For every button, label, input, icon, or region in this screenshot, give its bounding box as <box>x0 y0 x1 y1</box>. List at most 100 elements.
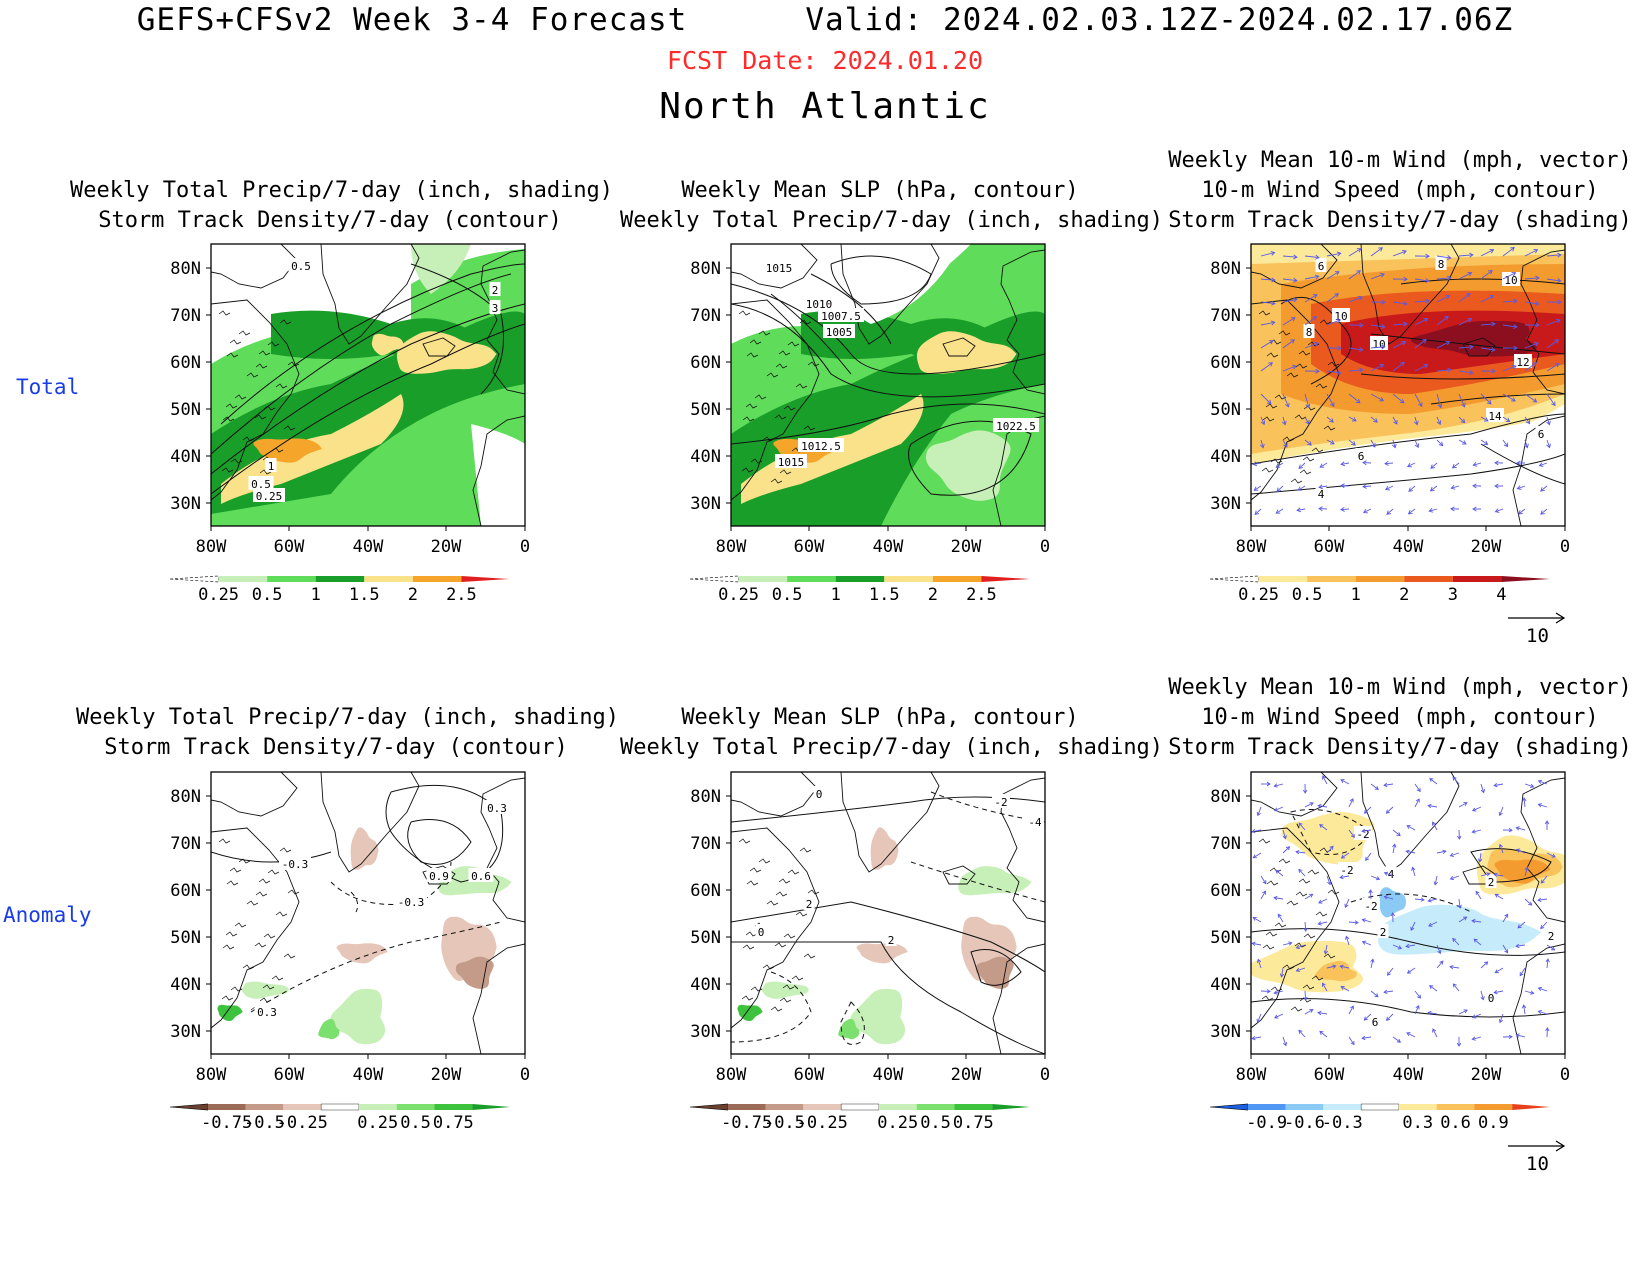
lon-tick-label: 0 <box>1560 537 1570 557</box>
colorbar-tick-label: 0.25 <box>1238 585 1279 605</box>
contour-label: 0.9 <box>429 870 449 883</box>
lon-tick-label: 80W <box>1236 1065 1267 1085</box>
colorbar-tick-label: 0.25 <box>198 585 239 605</box>
lat-tick-label: 30N <box>1210 1022 1241 1042</box>
contour-label: 1 <box>268 460 275 473</box>
colorbar-precip-anomaly-2: -0.75 -0.5 -0.25 0.25 0.5 0.75 <box>689 1098 1090 1138</box>
colorbar-tick-label: 2 <box>408 585 418 605</box>
lon-tick-label: 80W <box>1236 537 1267 557</box>
lat-tick-label: 40N <box>1210 447 1241 467</box>
lon-tick-label: 20W <box>1471 537 1502 557</box>
panel-title-slp-anomaly: Weekly Mean SLP (hPa, contour) Weekly Tot… <box>620 705 1164 760</box>
lat-tick-label: 30N <box>170 1022 201 1042</box>
colorbar-tick-label: -0.75 <box>201 1113 252 1133</box>
contour-label: 2 <box>1380 926 1387 939</box>
colorbar-tick-label: -0.3 <box>1322 1113 1363 1133</box>
contour-label: 0 <box>758 926 765 939</box>
contour-label: 8 <box>1306 326 1313 339</box>
colorbar-tick-label: 1 <box>831 585 841 605</box>
contour-label: 0.5 <box>251 478 271 491</box>
colorbar-tick-label: -0.5 <box>764 1113 805 1133</box>
contour-label: -2 <box>994 796 1007 809</box>
lon-tick-label: 20W <box>431 1065 462 1085</box>
lat-tick-label: 50N <box>690 928 721 948</box>
lon-tick-label: 60W <box>1314 1065 1345 1085</box>
row-label-total: Total <box>16 375 80 399</box>
forecast-date: FCST Date: 2024.01.20 <box>666 46 984 75</box>
colorbar-tick-label: 0.9 <box>1478 1113 1509 1133</box>
lon-tick-label: 20W <box>1471 1065 1502 1085</box>
contour-label: 0.6 <box>471 870 491 883</box>
lon-tick-label: 40W <box>1393 537 1424 557</box>
lon-tick-label: 20W <box>431 537 462 557</box>
contour-label: 1022.5 <box>996 420 1036 433</box>
colorbar-tick-label: 2.5 <box>446 585 477 605</box>
contour-label: 2 <box>1548 930 1555 943</box>
panel-title-precip-total: Weekly Total Precip/7-day (inch, shading… <box>70 178 614 233</box>
lat-tick-label: 50N <box>690 400 721 420</box>
lat-tick-label: 70N <box>1210 306 1241 326</box>
map-precip-storm-track-anomaly: 0.3 -0.3 0.9 0.6 -0.3 0.3 80N 70N 60N 50N 40N 30N 80… <box>170 771 530 1085</box>
map-wind-storm-track-total: 6 8 10 10 10 8 12 14 6 6 4 80N 70N 60N 50N 40N 30N 80W 60W… <box>1210 243 1570 557</box>
lat-tick-label: 40N <box>690 447 721 467</box>
contour-label: 2 <box>492 284 499 297</box>
colorbar-tick-label: 2.5 <box>966 585 997 605</box>
lon-tick-label: 60W <box>274 1065 305 1085</box>
contour-label: 2 <box>888 934 895 947</box>
colorbar-tick-label: 0.25 <box>877 1113 918 1133</box>
vector-reference-anomaly: 10 <box>1506 1138 1576 1175</box>
colorbar-tick-label: 0.5 <box>920 1113 951 1133</box>
colorbar-tick-label: -0.5 <box>244 1113 285 1133</box>
colorbar-tick-label: 0.3 <box>1402 1113 1433 1133</box>
colorbar-tick-label: 4 <box>1496 585 1506 605</box>
colorbar-tick-label: 1.5 <box>349 585 380 605</box>
lat-tick-label: 30N <box>690 494 721 514</box>
lon-tick-label: 40W <box>353 537 384 557</box>
contour-label: -0.3 <box>282 858 309 871</box>
lon-tick-label: 80W <box>716 1065 747 1085</box>
colorbar-storm-track-total: 0.25 0.5 1 2 3 4 <box>1209 570 1610 610</box>
lat-tick-label: 80N <box>690 787 721 807</box>
colorbar-tick-label: 3 <box>1448 585 1458 605</box>
contour-label: 1007.5 <box>821 310 861 323</box>
contour-label: 1015 <box>766 262 793 275</box>
colorbar-tick-label: 1.5 <box>869 585 900 605</box>
lon-tick-label: 0 <box>520 1065 530 1085</box>
lat-tick-label: 40N <box>170 447 201 467</box>
lon-tick-label: 20W <box>951 1065 982 1085</box>
contour-label: 6 <box>1318 260 1325 273</box>
colorbar-tick-label: 0.5 <box>400 1113 431 1133</box>
contour-label: 6 <box>1538 428 1545 441</box>
contour-label: 1015 <box>778 456 805 469</box>
lat-tick-label: 60N <box>170 353 201 373</box>
lat-tick-label: 70N <box>690 834 721 854</box>
colorbar-tick-label: 0.6 <box>1440 1113 1471 1133</box>
lat-tick-label: 80N <box>170 787 201 807</box>
lat-tick-label: 30N <box>1210 494 1241 514</box>
lon-tick-label: 60W <box>794 1065 825 1085</box>
contour-label: -2 <box>1364 900 1377 913</box>
colorbar-tick-label: 0.5 <box>772 585 803 605</box>
contour-label: 0.5 <box>291 260 311 273</box>
lat-tick-label: 80N <box>1210 259 1241 279</box>
lat-tick-label: 40N <box>690 975 721 995</box>
vector-reference-total: 10 <box>1506 610 1576 647</box>
lon-tick-label: 80W <box>196 537 227 557</box>
lat-tick-label: 80N <box>1210 787 1241 807</box>
contour-label: 1012.5 <box>801 440 841 453</box>
lat-tick-label: 60N <box>1210 881 1241 901</box>
svg-text:10: 10 <box>1526 625 1549 647</box>
colorbar-tick-label: 0.5 <box>252 585 283 605</box>
svg-text:10: 10 <box>1526 1153 1549 1175</box>
lat-tick-label: 80N <box>170 259 201 279</box>
lon-tick-label: 40W <box>353 1065 384 1085</box>
colorbar-precip-anomaly: -0.75 -0.5 -0.25 0.25 0.5 0.75 <box>169 1098 570 1138</box>
panel-title-wind-anomaly: Weekly Mean 10-m Wind (mph, vector) 10-m … <box>1168 675 1632 760</box>
contour-label: 12 <box>1516 356 1529 369</box>
colorbar-tick-label: -0.25 <box>277 1113 328 1133</box>
lon-tick-label: 40W <box>873 537 904 557</box>
contour-label: 1010 <box>806 298 833 311</box>
lat-tick-label: 60N <box>1210 353 1241 373</box>
contour-label: -4 <box>1028 816 1042 829</box>
lat-tick-label: 70N <box>690 306 721 326</box>
